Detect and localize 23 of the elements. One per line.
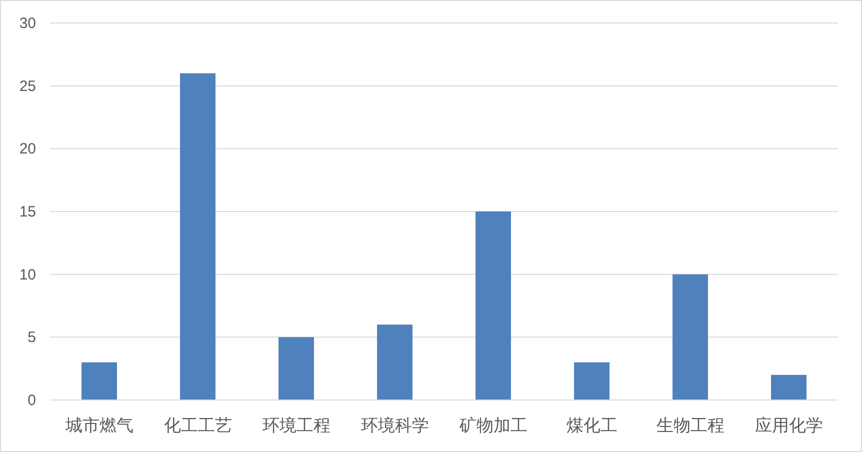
bar <box>672 274 708 400</box>
y-tick-label: 15 <box>19 204 36 220</box>
x-tick-label: 应用化学 <box>754 416 823 435</box>
bar <box>82 362 117 400</box>
x-tick-label: 环境科学 <box>360 416 429 435</box>
x-tick-label: 化工工艺 <box>164 416 232 435</box>
bar <box>476 212 511 400</box>
bar <box>377 324 412 400</box>
y-tick-label: 0 <box>28 392 36 409</box>
y-tick-label: 30 <box>19 15 36 32</box>
y-tick-label: 25 <box>19 78 36 95</box>
x-tick-label: 城市燃气 <box>64 416 134 435</box>
bar <box>278 337 314 400</box>
x-tick-label: 矿物加工 <box>458 416 528 435</box>
y-tick-label: 20 <box>19 140 36 158</box>
bar <box>771 374 806 400</box>
x-tick-label: 煤化工 <box>566 416 618 435</box>
x-tick-label: 环境工程 <box>262 416 330 435</box>
y-tick-label: 10 <box>19 266 36 284</box>
bar <box>574 362 610 400</box>
x-tick-label: 生物工程 <box>656 416 724 435</box>
y-tick-label: 5 <box>28 329 36 346</box>
bar <box>180 73 216 400</box>
